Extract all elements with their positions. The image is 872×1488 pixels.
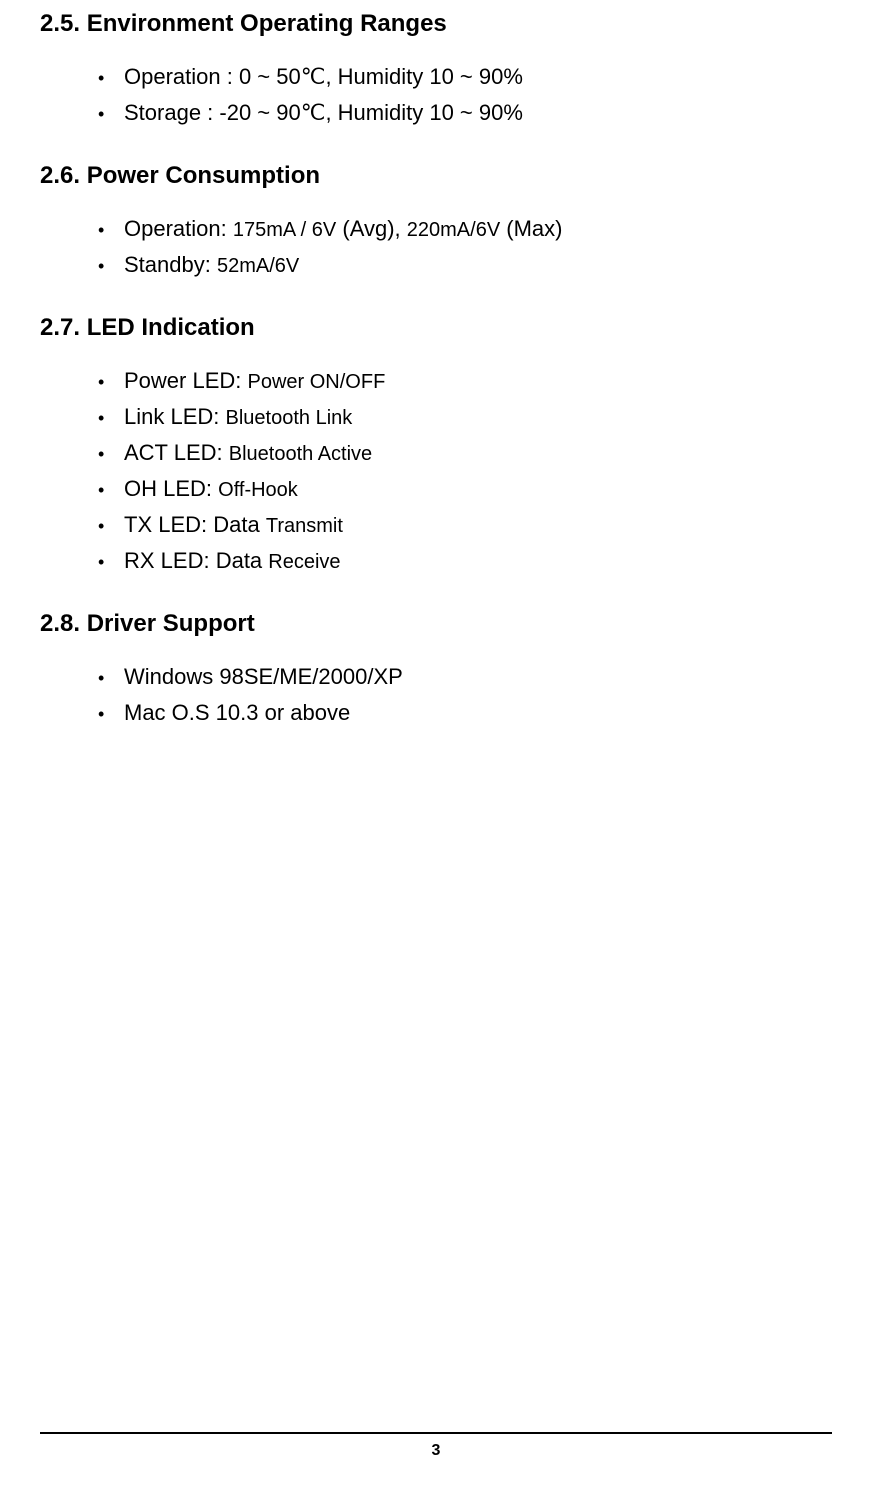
section-28-title: 2.8. Driver Support [40,610,832,638]
text-small: Power ON/OFF [248,371,386,393]
section-27-list: Power LED: Power ON/OFF Link LED: Blueto… [40,370,832,572]
text: Link LED: [124,404,226,429]
list-item: Operation : 0 ~ 50℃, Humidity 10 ~ 90% [98,66,832,88]
text: Standby: [124,252,217,277]
section-28-list: Windows 98SE/ME/2000/XP Mac O.S 10.3 or … [40,666,832,724]
section-26-title: 2.6. Power Consumption [40,162,832,190]
list-item: Link LED: Bluetooth Link [98,406,832,428]
text-small: Receive [268,551,340,573]
list-item: RX LED: Data Receive [98,550,832,572]
page-footer: 3 [40,1432,832,1460]
page-number: 3 [432,1442,441,1459]
text: (Max) [500,216,562,241]
text-small: Bluetooth Link [226,407,353,429]
text: ACT LED: [124,440,229,465]
section-25-title: 2.5. Environment Operating Ranges [40,0,832,38]
list-item: Windows 98SE/ME/2000/XP [98,666,832,688]
page-container: 2.5. Environment Operating Ranges Operat… [0,0,872,1488]
text-small: 220mA/6V [407,219,500,241]
list-item: TX LED: Data Transmit [98,514,832,536]
list-item: ACT LED: Bluetooth Active [98,442,832,464]
text-small: 52mA/6V [217,255,299,277]
text-small: Transmit [266,515,343,537]
text: (Avg), [336,216,407,241]
text-small: Off-Hook [218,479,298,501]
text: Power LED: [124,368,248,393]
text: OH LED: [124,476,218,501]
list-item: OH LED: Off-Hook [98,478,832,500]
text-small: 175mA / 6V [233,219,336,241]
list-item: Power LED: Power ON/OFF [98,370,832,392]
text: TX LED: Data [124,512,266,537]
text: Operation: [124,216,233,241]
section-25-list: Operation : 0 ~ 50℃, Humidity 10 ~ 90% S… [40,66,832,124]
list-item: Standby: 52mA/6V [98,254,832,276]
section-26-list: Operation: 175mA / 6V (Avg), 220mA/6V (M… [40,218,832,276]
text-small: Bluetooth Active [229,443,372,465]
list-item: Mac O.S 10.3 or above [98,702,832,724]
section-27-title: 2.7. LED Indication [40,314,832,342]
list-item: Storage : -20 ~ 90℃, Humidity 10 ~ 90% [98,102,832,124]
text: RX LED: Data [124,548,268,573]
list-item: Operation: 175mA / 6V (Avg), 220mA/6V (M… [98,218,832,240]
